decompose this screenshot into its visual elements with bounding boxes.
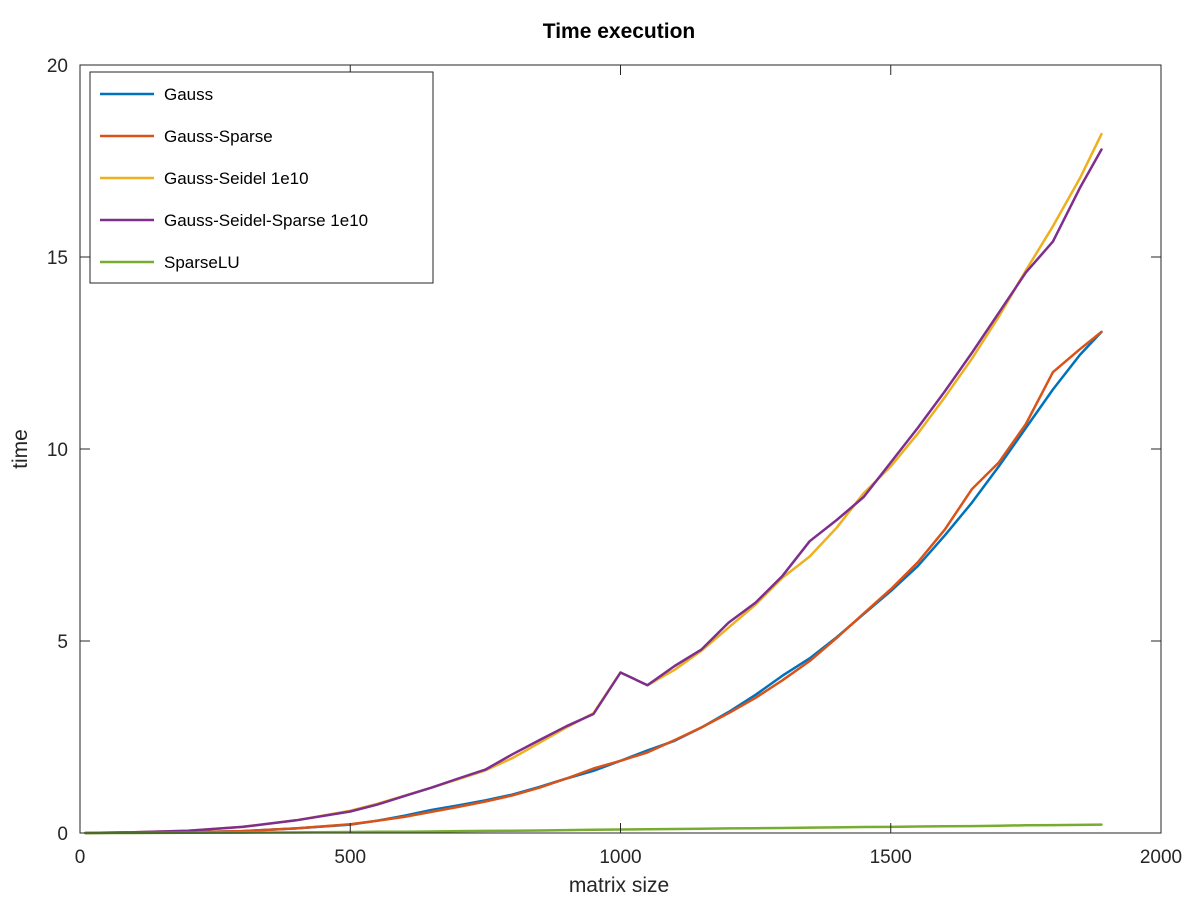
y-axis-label: time [9, 429, 32, 469]
chart-title: Time execution [543, 20, 696, 43]
legend-entry-label: Gauss [164, 85, 213, 104]
y-tick-label: 0 [57, 824, 68, 845]
series-line-1 [84, 330, 1103, 835]
legend: Gauss Gauss-Sparse Gauss-Seidel 1e10 Gauss-… [89, 71, 434, 284]
y-tick-label: 15 [47, 248, 68, 269]
series-line-4 [84, 823, 1103, 835]
x-tick-label: 500 [334, 847, 366, 868]
y-tick-label: 5 [57, 632, 68, 653]
series-line-3 [84, 148, 1103, 835]
x-tick-label: 1000 [599, 847, 641, 868]
legend-entry-label: Gauss-Seidel 1e10 [164, 169, 309, 188]
legend-entry-label: SparseLU [164, 253, 240, 272]
x-tick-label: 1500 [870, 847, 912, 868]
y-tick-label: 10 [47, 440, 68, 461]
x-tick-label: 0 [75, 847, 86, 868]
x-tick-label: 2000 [1140, 847, 1182, 868]
legend-entry-label: Gauss-Sparse [164, 127, 273, 146]
y-tick-label: 20 [47, 56, 68, 77]
x-axis-label: matrix size [569, 874, 669, 897]
legend-entry-label: Gauss-Seidel-Sparse 1e10 [164, 211, 368, 230]
